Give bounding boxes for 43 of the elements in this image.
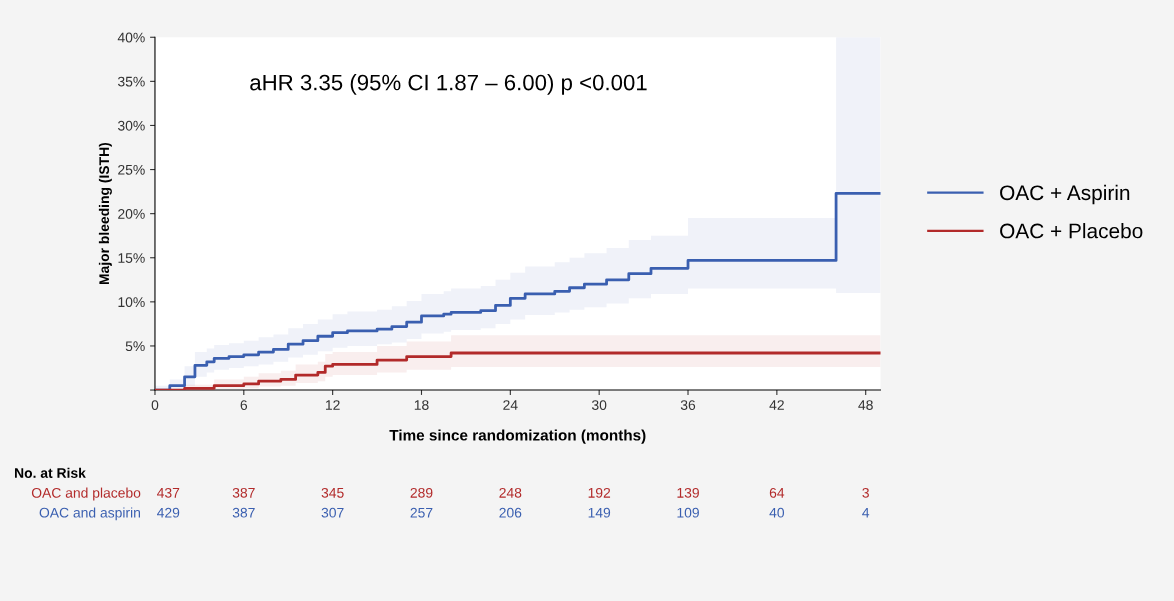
y-tick-label: 30% <box>117 120 145 131</box>
text: OAC and placebo <box>31 487 141 501</box>
text: 387 <box>232 507 255 518</box>
x-tick-label: 24 <box>503 400 518 410</box>
x-axis-title: Time since randomization (months) <box>389 429 646 444</box>
legend-label: OAC + Aspirin <box>1000 184 1130 205</box>
text: 4 <box>862 507 870 518</box>
y-tick-label: 40% <box>117 32 145 43</box>
y-tick-label: 20% <box>118 208 145 219</box>
text: 206 <box>499 507 522 518</box>
x-tick-label: 48 <box>858 400 873 410</box>
text: 257 <box>410 507 433 518</box>
x-tick-label: 30 <box>591 400 607 410</box>
text: 192 <box>588 487 611 498</box>
text: 149 <box>588 507 611 518</box>
text: 307 <box>321 507 344 518</box>
text: 109 <box>677 507 699 518</box>
y-axis-title: Major bleeding (ISTH) <box>98 142 112 285</box>
text: 345 <box>321 487 344 498</box>
text: 429 <box>157 507 180 518</box>
x-tick-label: 18 <box>414 400 429 410</box>
y-tick-label: 15% <box>118 253 145 263</box>
text: 387 <box>232 487 255 498</box>
y-tick-label: 25% <box>118 164 145 175</box>
y-tick-label: 35% <box>117 76 145 87</box>
text: 3 <box>862 487 869 498</box>
legend-label: OAC + Placebo <box>1000 223 1143 239</box>
x-tick-label: 12 <box>325 400 340 410</box>
text: 248 <box>499 487 522 498</box>
text: 139 <box>677 487 699 498</box>
x-tick-label: 6 <box>240 400 248 410</box>
text: 64 <box>769 487 785 498</box>
x-tick-label: 42 <box>769 400 784 410</box>
y-tick-label: 10% <box>118 297 145 308</box>
text: 437 <box>157 487 180 498</box>
text: 289 <box>410 487 433 498</box>
text: OAC and aspirin <box>39 507 140 521</box>
text: 40 <box>769 507 785 518</box>
annotation: aHR 3.35 (95% CI 1.87 – 6.00) p <0.001 <box>250 74 647 95</box>
text: No. at Risk <box>15 467 86 478</box>
y-tick-label: 5% <box>125 341 145 352</box>
x-tick-label: 0 <box>151 400 159 410</box>
x-tick-label: 36 <box>680 400 696 410</box>
